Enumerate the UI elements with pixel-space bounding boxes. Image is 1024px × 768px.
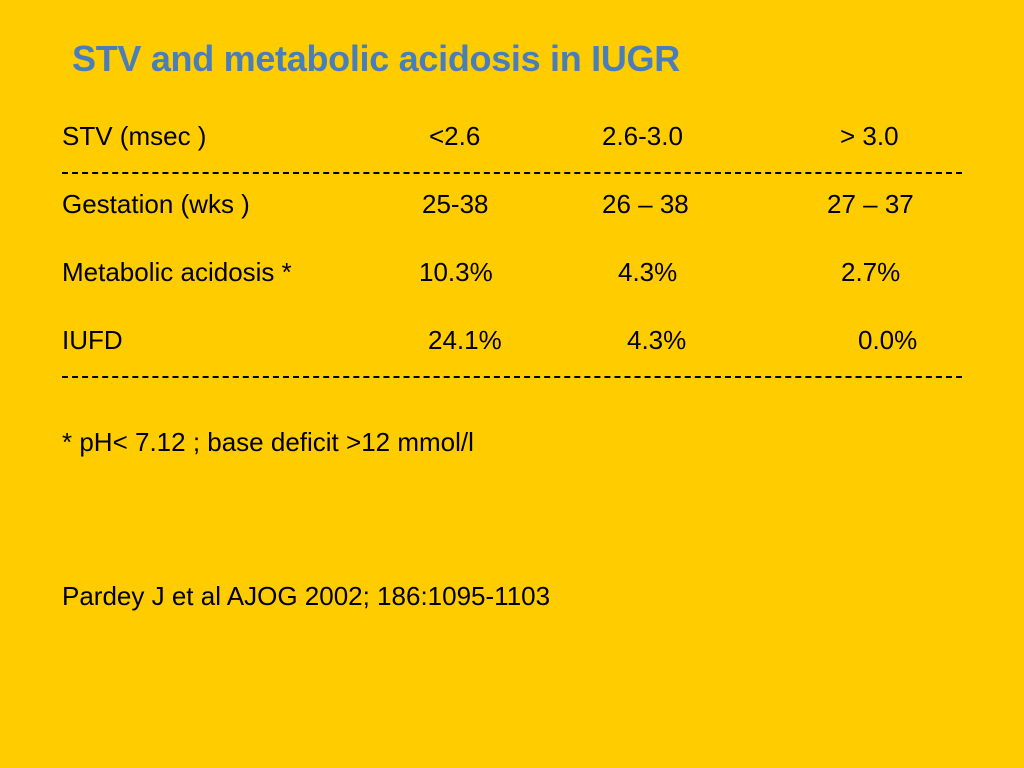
cell-iufd-col-3: 0.0% <box>858 325 918 355</box>
table-header-row: STV (msec ) <2.6 2.6-3.0 > 3.0 <box>62 118 962 154</box>
cell-gestation-col-2: 26 – 38 <box>602 189 689 219</box>
table-top-divider <box>62 172 962 174</box>
row-label-gestation: Gestation (wks ) <box>62 189 250 219</box>
row-label-iufd: IUFD <box>62 325 123 355</box>
table-header-col-3: > 3.0 <box>840 121 899 151</box>
cell-iufd-col-2: 4.3% <box>627 325 687 355</box>
cell-acidosis-col-1: 10.3% <box>419 257 493 287</box>
table-header-col-1: <2.6 <box>429 121 481 151</box>
cell-acidosis-col-3: 2.7% <box>841 257 901 287</box>
slide-title: STV and metabolic acidosis in IUGR <box>72 38 680 79</box>
table-bottom-divider <box>62 376 962 378</box>
cell-gestation-col-3: 27 – 37 <box>827 189 914 219</box>
footnote: * pH< 7.12 ; base deficit >12 mmol/l <box>62 427 474 457</box>
table-row: IUFD 24.1% 4.3% 0.0% <box>62 322 962 358</box>
table-row: Metabolic acidosis * 10.3% 4.3% 2.7% <box>62 254 962 290</box>
citation: Pardey J et al AJOG 2002; 186:1095-1103 <box>62 581 551 611</box>
cell-acidosis-col-2: 4.3% <box>618 257 678 287</box>
row-label-metabolic-acidosis: Metabolic acidosis * <box>62 257 292 287</box>
table-row: Gestation (wks ) 25-38 26 – 38 27 – 37 <box>62 186 962 222</box>
cell-gestation-col-1: 25-38 <box>422 189 489 219</box>
table-header-col-2: 2.6-3.0 <box>602 121 683 151</box>
cell-iufd-col-1: 24.1% <box>428 325 502 355</box>
table-header-label: STV (msec ) <box>62 121 207 151</box>
